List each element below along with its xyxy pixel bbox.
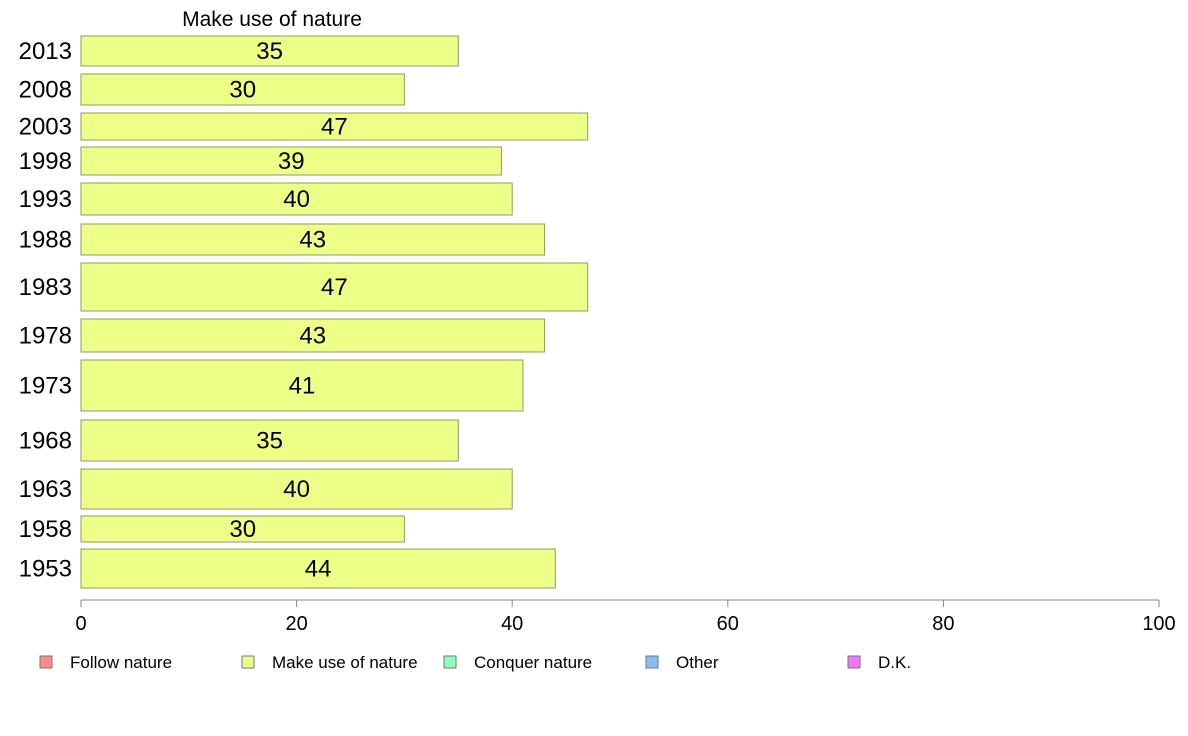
bar	[80, 318, 546, 353]
bar-value-label: 40	[283, 186, 310, 213]
bar-value-label: 47	[321, 114, 348, 141]
legend-swatch	[443, 655, 457, 669]
bar	[80, 35, 459, 67]
legend-label: Make use of nature	[272, 653, 418, 672]
x-tick-label: 100	[1142, 613, 1175, 635]
x-tick-label: 60	[717, 613, 739, 635]
bar-value-label: 43	[299, 227, 326, 254]
category-label: 1953	[19, 556, 72, 583]
category-label: 1993	[19, 186, 72, 213]
x-tick-label: 0	[75, 613, 86, 635]
legend-label: Other	[676, 653, 719, 672]
category-label: 2013	[19, 38, 72, 65]
bar-value-label: 41	[289, 373, 316, 400]
bar-value-label: 44	[305, 556, 332, 583]
bar-value-label: 30	[229, 516, 256, 543]
bar-group: 2013 35 2008 30 2003 47 1998 39 1993 40 1988 43 1983…	[19, 35, 589, 589]
category-label: 2008	[19, 77, 72, 104]
category-label: 1978	[19, 323, 72, 350]
category-label: 1998	[19, 148, 72, 175]
bar	[80, 182, 513, 216]
bar-value-label: 35	[256, 38, 283, 65]
bar-value-label: 40	[283, 476, 310, 503]
legend-swatch	[645, 655, 659, 669]
x-tick-label: 40	[501, 613, 523, 635]
bar	[80, 419, 459, 462]
legend-label: Follow nature	[70, 653, 172, 672]
legend-label: Conquer nature	[474, 653, 592, 672]
bar-value-label: 47	[321, 274, 348, 301]
bar	[80, 548, 556, 589]
bar	[80, 223, 546, 256]
category-label: 1958	[19, 516, 72, 543]
x-tick-label: 80	[932, 613, 954, 635]
category-label: 1963	[19, 476, 72, 503]
category-label: 1983	[19, 274, 72, 301]
bar	[80, 359, 524, 412]
legend-swatch	[39, 655, 53, 669]
bar-value-label: 43	[299, 323, 326, 350]
legend-swatch	[847, 655, 861, 669]
bar	[80, 146, 502, 176]
legend-swatch	[241, 655, 255, 669]
category-label: 1968	[19, 428, 72, 455]
bar	[80, 468, 513, 510]
bar-value-label: 35	[256, 428, 283, 455]
category-label: 2003	[19, 114, 72, 141]
x-axis: 0 20 40 60 80 100	[75, 599, 1176, 635]
bar	[80, 262, 589, 312]
bar	[80, 515, 405, 543]
bar-value-label: 30	[229, 77, 256, 104]
x-tick-label: 20	[285, 613, 307, 635]
bar	[80, 112, 589, 141]
chart-title: Make use of nature	[182, 8, 362, 31]
category-label: 1988	[19, 227, 72, 254]
bar	[80, 73, 405, 106]
category-label: 1973	[19, 373, 72, 400]
bar-value-label: 39	[278, 148, 305, 175]
legend-label: D.K.	[878, 653, 911, 672]
legend: Follow nature Make use of nature Conquer n…	[39, 653, 911, 672]
